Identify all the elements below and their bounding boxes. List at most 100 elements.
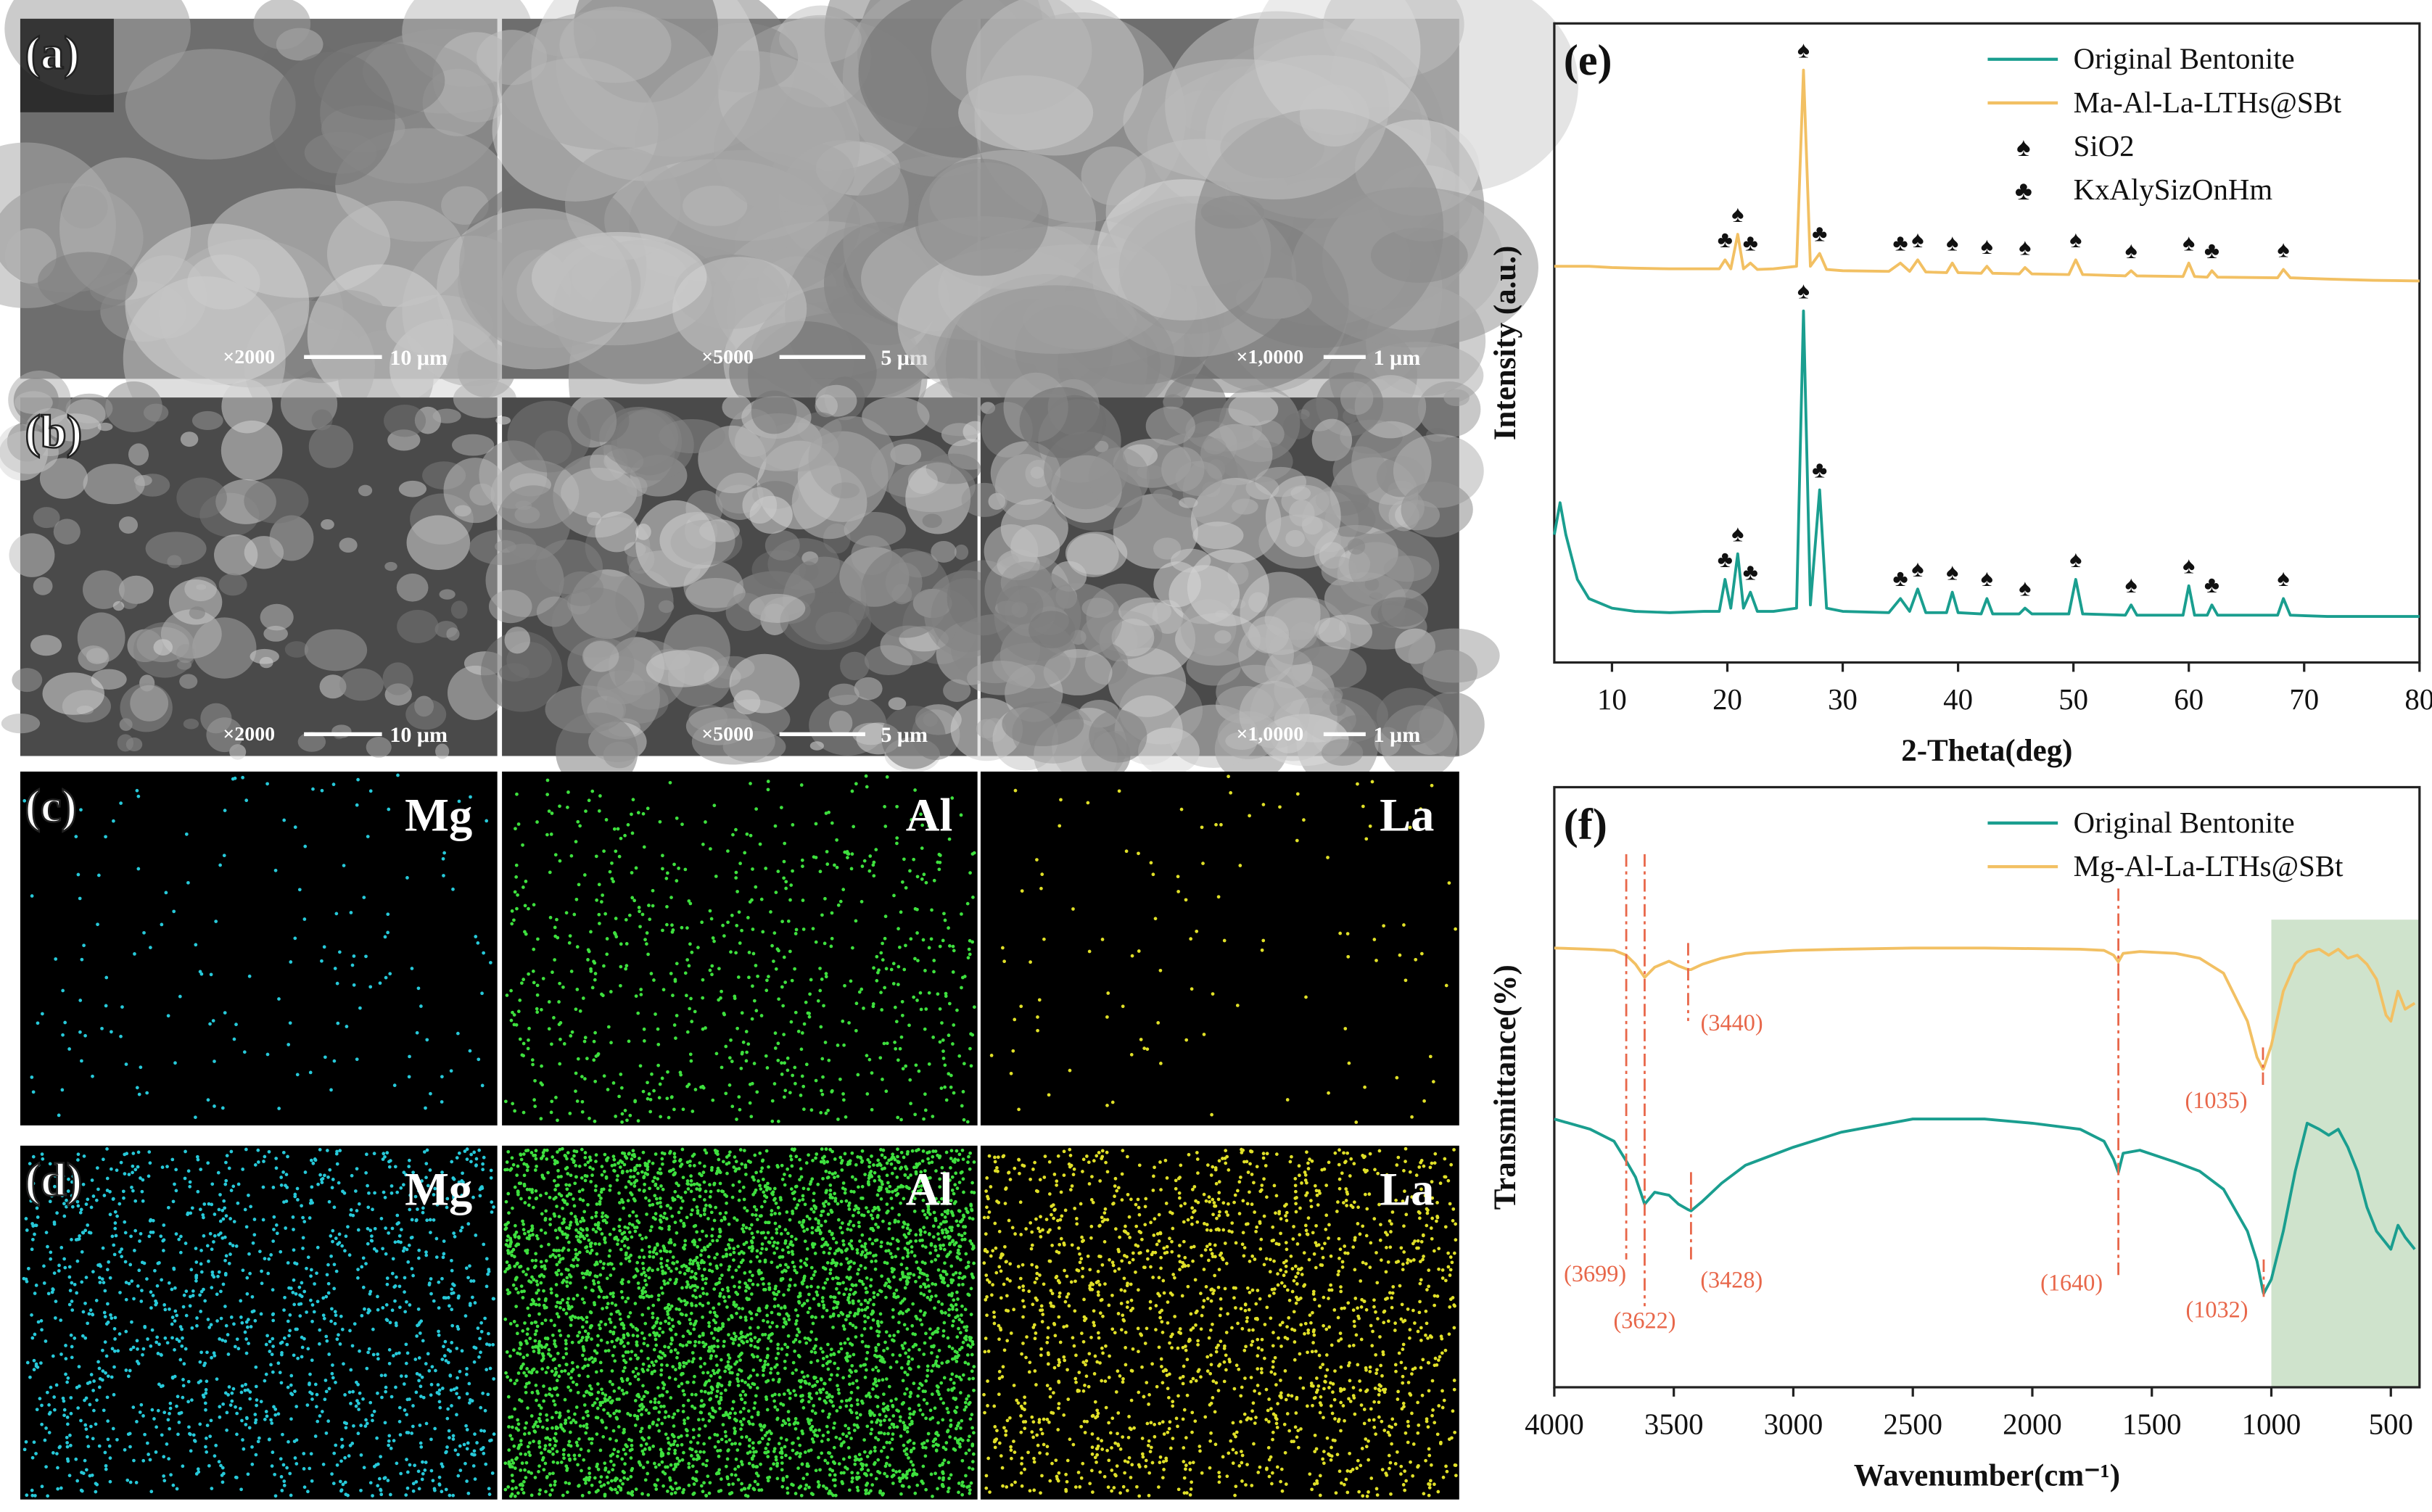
sem-texture xyxy=(699,519,740,542)
eds-dot xyxy=(830,1395,834,1399)
eds-dot xyxy=(862,1314,867,1318)
eds-dot xyxy=(343,1249,347,1253)
eds-dot xyxy=(578,824,582,828)
eds-dot xyxy=(244,1320,249,1324)
eds-dot xyxy=(67,1474,72,1478)
eds-dot xyxy=(231,1184,236,1189)
eds-dot xyxy=(390,1271,395,1276)
eds-dot xyxy=(850,852,854,856)
eds-dot xyxy=(943,918,947,922)
eds-dot xyxy=(855,1485,860,1490)
eds-dot xyxy=(523,904,527,908)
eds-dot xyxy=(830,911,834,915)
eds-dot xyxy=(675,1443,680,1447)
eds-dot xyxy=(702,1198,706,1202)
eds-dot xyxy=(764,1149,769,1153)
eds-dot xyxy=(418,1424,422,1427)
eds-dot xyxy=(581,996,585,1000)
eds-dot xyxy=(671,993,675,998)
eds-dot xyxy=(102,1310,107,1315)
eds-dot xyxy=(397,1405,402,1410)
eds-dot xyxy=(347,1390,352,1395)
eds-dot xyxy=(461,1180,465,1184)
eds-dot xyxy=(869,1278,873,1282)
eds-dot xyxy=(143,1432,147,1437)
eds-dot xyxy=(1190,987,1194,991)
eds-dot xyxy=(297,1285,302,1289)
eds-dot xyxy=(561,1493,565,1497)
eds-dot xyxy=(535,993,540,997)
eds-dot xyxy=(24,1439,28,1444)
eds-dot xyxy=(409,1236,413,1240)
eds-dot xyxy=(449,1388,453,1392)
eds-dot xyxy=(466,1491,471,1495)
eds-dot xyxy=(218,1219,223,1223)
eds-dot xyxy=(720,1065,724,1070)
eds-dot xyxy=(162,1249,165,1252)
eds-dot xyxy=(567,941,572,945)
eds-dot xyxy=(477,1148,482,1152)
eds-dot xyxy=(738,1358,742,1362)
eds-dot xyxy=(296,1198,300,1202)
eds-dot xyxy=(104,1322,109,1326)
eds-dot xyxy=(759,1428,764,1432)
eds-dot xyxy=(971,1276,976,1280)
eds-dot xyxy=(405,1431,409,1434)
eds-dot xyxy=(600,992,603,996)
eds-dot xyxy=(429,1277,433,1281)
eds-dot xyxy=(131,1345,136,1350)
eds-dot xyxy=(236,1201,240,1205)
eds-dot xyxy=(293,1389,297,1393)
sem-texture xyxy=(125,223,310,385)
eds-dot xyxy=(780,1461,784,1465)
eds-dot xyxy=(94,1198,99,1202)
eds-dot xyxy=(698,1238,702,1242)
eds-dot xyxy=(857,1224,861,1228)
eds-dot xyxy=(468,1401,471,1405)
eds-dot xyxy=(1345,932,1350,935)
eds-dot xyxy=(262,1160,265,1163)
sem-image xyxy=(0,0,542,442)
eds-dot xyxy=(209,1323,213,1327)
eds-dot xyxy=(734,827,738,832)
eds-dot xyxy=(551,1460,556,1464)
eds-dot xyxy=(865,1350,870,1355)
eds-dot xyxy=(384,1303,389,1307)
eds-dot xyxy=(362,1466,366,1470)
eds-dot xyxy=(854,1028,858,1033)
eds-dot xyxy=(112,819,115,823)
eds-dot xyxy=(36,1320,41,1324)
eds-dot xyxy=(407,1243,411,1247)
eds-dot xyxy=(105,1395,110,1400)
eds-dot xyxy=(958,1271,962,1276)
eds-dot xyxy=(772,1297,777,1301)
sem-texture xyxy=(9,533,55,577)
eds-dot xyxy=(1013,1017,1017,1022)
sem-texture xyxy=(1186,648,1241,686)
eds-dot xyxy=(349,1368,353,1372)
eds-dot xyxy=(772,1240,777,1244)
eds-dot xyxy=(512,1320,516,1323)
eds-dot xyxy=(737,910,741,914)
eds-dot xyxy=(350,1344,355,1348)
eds-dot xyxy=(226,1333,230,1337)
eds-dot xyxy=(1017,1107,1021,1112)
eds-dot xyxy=(610,877,614,881)
eds-dot xyxy=(548,870,552,875)
eds-dot xyxy=(271,1288,275,1292)
eds-dot xyxy=(672,1107,676,1112)
sem-texture xyxy=(496,485,571,561)
element-label: Mg xyxy=(405,1164,472,1215)
eds-dot xyxy=(952,1191,956,1196)
eds-dot xyxy=(556,1118,559,1123)
eds-dot xyxy=(370,1413,374,1418)
eds-dot xyxy=(376,1484,380,1488)
eds-dot xyxy=(654,1012,657,1016)
eds-dot xyxy=(584,1431,588,1435)
eds-dot xyxy=(379,1455,383,1459)
eds-dot xyxy=(273,1494,278,1498)
sem-texture xyxy=(829,710,853,735)
eds-dot xyxy=(310,1303,315,1307)
eds-dot xyxy=(30,1336,35,1340)
eds-dot xyxy=(267,1257,271,1261)
